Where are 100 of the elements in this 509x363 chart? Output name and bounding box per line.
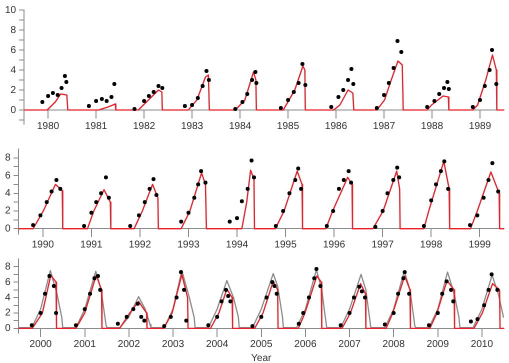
point: [342, 178, 346, 182]
y-tick-label: 8: [5, 152, 11, 164]
point: [235, 216, 240, 220]
point: [246, 186, 250, 191]
x-tick-label: 2007: [338, 339, 362, 350]
y-tick-label: 8: [5, 261, 11, 272]
x-tick-label: 1982: [132, 120, 156, 132]
point: [380, 208, 385, 213]
point: [486, 178, 490, 182]
y-tick-label: 6: [5, 276, 11, 288]
point: [99, 191, 104, 196]
y-tick-label: 4: [10, 64, 17, 76]
y-tick-label: 8: [10, 24, 17, 36]
point: [299, 186, 304, 191]
point: [385, 191, 390, 196]
point: [482, 196, 486, 200]
point: [240, 199, 244, 204]
x-tick-label: 2000: [30, 339, 52, 350]
point: [296, 166, 300, 170]
point: [186, 210, 190, 215]
y-tick-label: 4: [5, 292, 11, 304]
x-tick-label: 1993: [177, 239, 200, 250]
x-tick-label: 2002: [118, 339, 140, 350]
y-tick-label: 0: [5, 223, 11, 234]
x-tick-label: 1988: [420, 120, 444, 132]
point: [250, 158, 254, 163]
point: [391, 178, 396, 182]
point: [38, 213, 42, 218]
point: [395, 166, 400, 170]
point: [442, 159, 446, 164]
x-tick-label: 1980: [36, 120, 60, 132]
x-tick-label: 2006: [294, 339, 317, 350]
x-tick-label: 1986: [324, 120, 348, 132]
point: [287, 191, 292, 196]
point: [274, 224, 278, 228]
x-tick-label: 1999: [468, 239, 492, 250]
x-tick-label: 1995: [274, 239, 298, 250]
y-tick-label: 6: [5, 170, 11, 182]
x-tick-label: 1997: [372, 239, 394, 250]
point: [82, 224, 86, 228]
point: [422, 224, 426, 228]
x-tick-label: 1992: [128, 239, 152, 250]
point: [468, 223, 472, 228]
point: [228, 220, 232, 224]
x-tick-label: 2004: [206, 339, 229, 350]
x-tick-label: 1996: [322, 239, 346, 250]
x-tick-label: 1981: [84, 120, 108, 132]
x-tick-label: 1987: [372, 120, 396, 132]
x-tick-label: 1991: [80, 239, 103, 250]
point: [154, 193, 158, 198]
point: [128, 224, 132, 228]
y-tick-label: 2: [10, 84, 17, 96]
x-tick-label: 2003: [162, 339, 185, 350]
x-tick-label: 1998: [420, 239, 443, 250]
x-tick-label: 2005: [250, 339, 273, 350]
point: [336, 186, 341, 191]
point: [89, 210, 94, 215]
point: [58, 186, 62, 191]
point: [94, 200, 98, 204]
point: [475, 213, 480, 218]
y-tick-label: 2: [5, 308, 11, 319]
point: [104, 175, 108, 180]
point: [373, 224, 378, 229]
point: [434, 182, 438, 186]
point: [446, 186, 450, 191]
point: [54, 178, 58, 182]
x-tick-label: 1990: [32, 239, 54, 250]
point: [324, 224, 329, 228]
point: [106, 196, 111, 200]
x-tick-label: 1994: [226, 239, 249, 250]
x-tick-label: 1985: [276, 120, 300, 132]
point: [136, 213, 141, 218]
point: [349, 180, 354, 185]
point: [196, 182, 200, 186]
x-tick-label: 1989: [468, 120, 492, 132]
point: [142, 200, 147, 204]
point: [397, 175, 402, 180]
point: [331, 208, 336, 213]
x-tick-label: 2010: [470, 339, 494, 350]
x-tick-label: 2008: [382, 339, 406, 350]
point: [252, 175, 256, 180]
y-tick-label: 10: [5, 4, 17, 16]
y-tick-label: 4: [5, 188, 11, 200]
point: [179, 220, 184, 224]
point: [148, 186, 152, 191]
point: [293, 178, 298, 182]
y-tick-label: 0: [5, 323, 11, 334]
y-tick-label: 6: [10, 44, 17, 56]
point: [199, 169, 204, 174]
x-tick-label: 2001: [74, 339, 96, 350]
x-tick-label: 2009: [426, 339, 450, 350]
point: [490, 161, 494, 166]
point: [346, 169, 351, 174]
x-tick-label: 1983: [180, 120, 204, 132]
x-axis-title: Year: [251, 353, 272, 363]
point: [50, 190, 54, 194]
point: [496, 190, 500, 194]
point: [31, 223, 36, 228]
point: [281, 208, 286, 213]
point: [152, 177, 156, 182]
